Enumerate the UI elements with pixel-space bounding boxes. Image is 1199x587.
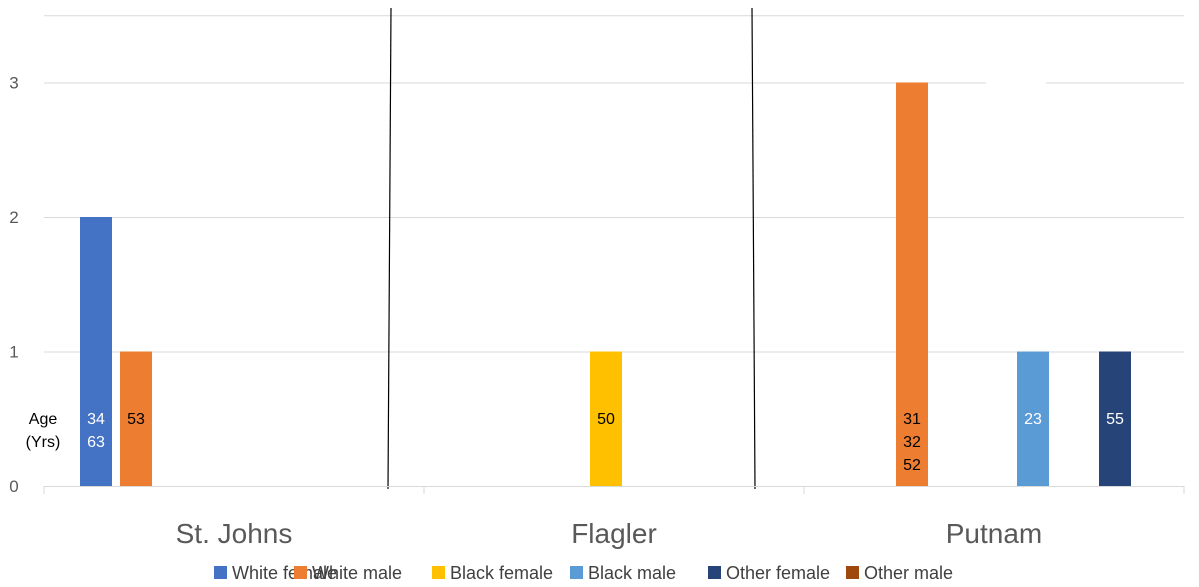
- legend-swatch: [846, 566, 859, 579]
- legend-label: White male: [312, 563, 402, 583]
- bar: [1017, 351, 1049, 486]
- legend-swatch: [294, 566, 307, 579]
- legend-swatch: [708, 566, 721, 579]
- bar-age-label: 50: [597, 411, 615, 428]
- bar: [590, 351, 622, 486]
- legend-label: Other female: [726, 563, 830, 583]
- y-tick-label: 1: [9, 343, 18, 362]
- bar-age-label: 34: [87, 411, 105, 428]
- bar-age-label: 32: [903, 434, 921, 451]
- y-tick-label: 0: [9, 477, 18, 496]
- legend-label: Black male: [588, 563, 676, 583]
- legend-label: White female: [232, 563, 337, 583]
- y-axis: 0 1 2 3: [9, 74, 18, 497]
- bar-age-label: 55: [1106, 411, 1124, 428]
- legend-swatch: [214, 566, 227, 579]
- y-tick-label: 2: [9, 208, 18, 227]
- x-category-label: Putnam: [946, 518, 1043, 549]
- y-tick-label: 3: [9, 74, 18, 93]
- legend-swatch: [432, 566, 445, 579]
- x-axis: St. Johns Flagler Putnam: [43, 486, 1185, 549]
- bar: [120, 351, 152, 486]
- bar: [80, 217, 112, 486]
- bar-age-label: 52: [903, 457, 921, 474]
- bar-age-label: 53: [127, 411, 145, 428]
- bars: [80, 82, 1131, 486]
- age-axis-note: (Yrs): [26, 434, 61, 451]
- bar-age-label: 23: [1024, 411, 1042, 428]
- legend-label: Other male: [864, 563, 953, 583]
- bar-age-label: 63: [87, 434, 105, 451]
- legend-swatch: [570, 566, 583, 579]
- bar: [896, 82, 928, 486]
- data-labels: 34 63 53 50 31 32 52 23 55 Age (Yrs): [26, 411, 1124, 474]
- divider-line: [751, 7, 756, 490]
- divider-line: [387, 7, 392, 490]
- age-axis-note: Age: [29, 411, 58, 428]
- bar-age-label: 31: [903, 411, 921, 428]
- x-category-label: St. Johns: [176, 518, 293, 549]
- bar: [1099, 351, 1131, 486]
- region-dividers: [387, 7, 756, 490]
- x-category-label: Flagler: [571, 518, 657, 549]
- mask-patch: [986, 72, 1046, 86]
- legend-label: Black female: [450, 563, 553, 583]
- gridlines: [44, 15, 1184, 353]
